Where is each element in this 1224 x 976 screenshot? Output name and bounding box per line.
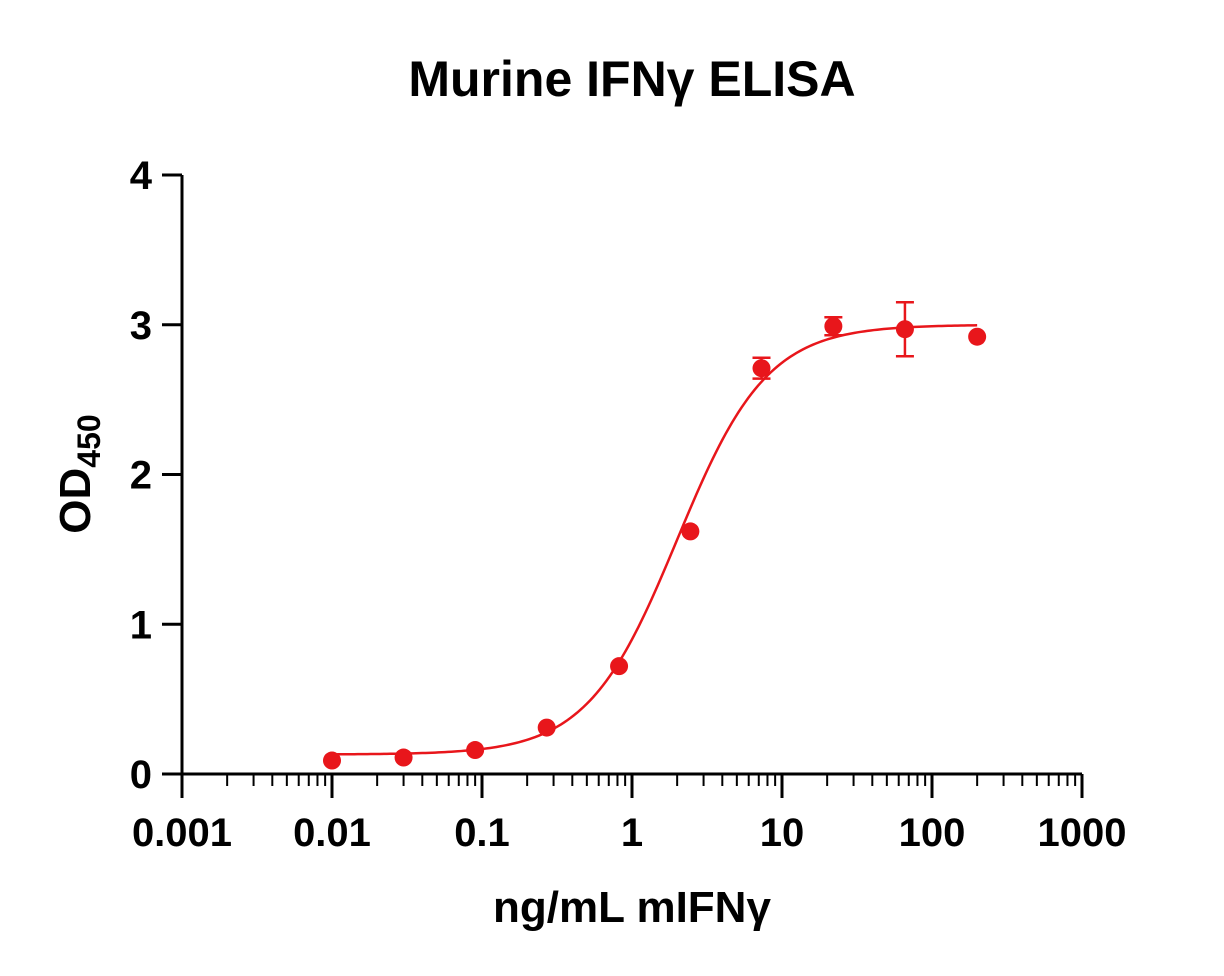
x-tick-label: 0.001 (132, 811, 232, 855)
y-axis-label-subscript: 450 (71, 414, 107, 467)
plot-area (323, 301, 987, 770)
x-tick-label: 100 (899, 811, 966, 855)
y-tick-label: 2 (130, 454, 152, 498)
y-tick-label: 4 (130, 154, 153, 198)
data-point (824, 317, 843, 336)
y-axis-label: OD450 (51, 414, 107, 533)
chart-title: Murine IFNγ ELISA (408, 51, 855, 107)
y-axis: 0 1 2 3 4 (130, 154, 184, 797)
data-point (610, 657, 629, 676)
data-point (752, 359, 771, 378)
data-point (466, 741, 485, 760)
data-point (968, 327, 987, 346)
x-tick-label: 0.1 (454, 811, 510, 855)
x-tick-label: 0.01 (293, 811, 371, 855)
y-tick-label: 3 (130, 304, 152, 348)
data-point (537, 718, 556, 737)
data-point (323, 751, 341, 770)
fit-curve (331, 324, 978, 756)
y-tick-label: 1 (130, 603, 152, 647)
x-tick-label: 10 (760, 811, 805, 855)
data-point (681, 522, 700, 541)
x-tick-label: 1000 (1038, 811, 1127, 855)
x-tick-label: 1 (621, 811, 643, 855)
data-point (895, 320, 914, 339)
data-point (394, 748, 413, 767)
y-tick-label: 0 (130, 753, 152, 797)
x-axis-label: ng/mL mIFNγ (493, 883, 771, 932)
x-axis: 0.001 0.01 0.1 1 10 100 1000 (132, 772, 1127, 855)
